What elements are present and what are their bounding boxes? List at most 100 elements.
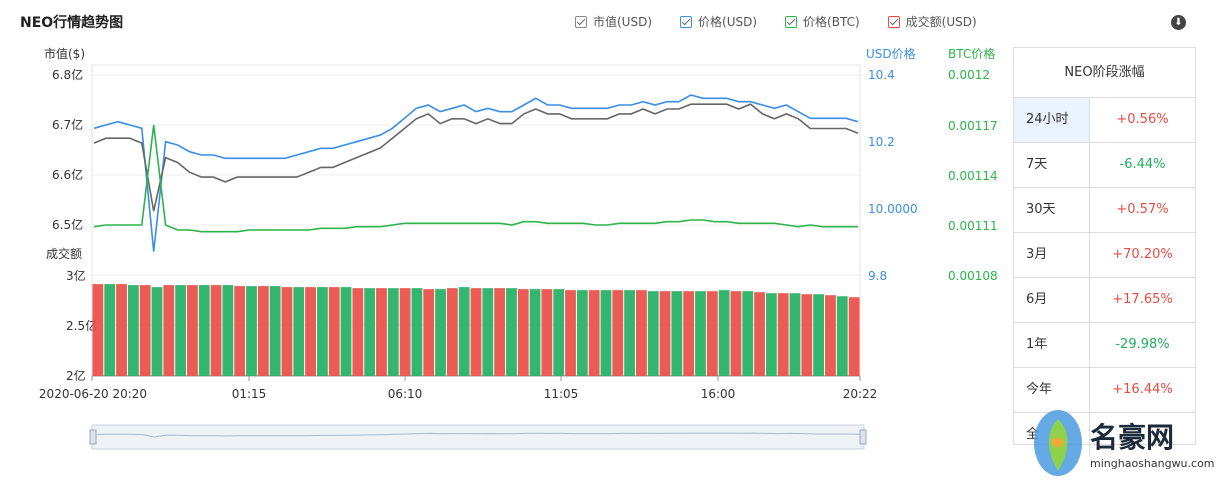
change-row: 7天 -6.44% [1014,143,1195,188]
volume-bar [730,291,742,376]
volume-bar [198,285,210,376]
volume-bar [411,288,423,376]
volume-bar [825,295,836,376]
volume-bar [754,292,765,376]
volume-bar [482,288,494,376]
watermark-brand: 名豪网 [1090,421,1174,454]
volume-bar [659,291,671,376]
btc-tick-label: 0.00117 [948,119,998,133]
change-period: 24小时 [1014,98,1090,142]
x-tick-label: 11:05 [544,387,579,401]
legend-checkbox-icon[interactable] [887,15,900,28]
volume-bar [683,291,695,376]
navigator-handle-left[interactable] [89,429,97,445]
volume-bar [175,285,187,376]
volume-bar [127,285,139,376]
change-table: NEO阶段涨幅 24小时 +0.56% 7天 -6.44% 30天 +0.57% 3月 +70… [1013,47,1196,457]
change-period: 今年 [1014,368,1090,412]
volume-bar [139,285,151,376]
volume-bar [257,286,269,376]
change-period: 7天 [1014,143,1090,187]
watermark-logo: 名豪网 minghaoshangwu.com [1034,410,1215,476]
volume-bar [269,286,281,376]
legend-label: 价格(USD) [698,15,758,29]
left-tick-label: 6.5亿 [52,217,83,232]
left-tick-label: 6.6亿 [52,167,83,182]
volume-bar [281,287,293,376]
x-tick-label: 01:15 [232,387,267,401]
change-row: 3月 +70.20% [1014,233,1195,278]
series-line-market-cap [93,103,859,212]
change-row: 今年 +16.44% [1014,368,1195,413]
legend-label: 市值(USD) [593,15,653,29]
legend-checkbox-icon[interactable] [785,15,798,28]
usd-axis-label: USD价格 [866,46,916,61]
legend-price-usd[interactable]: 价格(USD) [680,13,757,30]
change-period: 1年 [1014,323,1090,367]
volume-bar [116,284,127,376]
volume-bar [565,290,576,376]
change-value: +16.44% [1112,382,1173,397]
x-tick-label: 06:10 [388,387,423,401]
usd-tick-label: 10.0000 [868,202,918,216]
volume-bar [364,288,376,376]
volume-bar [340,287,352,376]
btc-tick-label: 0.0012 [948,68,990,82]
volume-bar [765,293,777,376]
volume-tick-label: 2.5亿 [66,318,97,333]
volume-bar [494,288,506,376]
volume-bar [246,286,257,376]
volume-bar [600,290,612,376]
volume-bar [352,288,364,376]
volume-bar [576,290,588,376]
volume-bar [612,290,624,376]
chart-title: NEO行情趋势图 [20,15,124,31]
volume-bar [541,289,553,376]
volume-bar [316,287,328,376]
volume-bar [506,288,517,376]
x-tick-label: 20:22 [843,387,878,401]
change-table-title: NEO阶段涨幅 [1014,48,1195,98]
change-value: +0.56% [1116,112,1169,127]
change-row: 6月 +17.65% [1014,278,1195,323]
change-value: +17.65% [1112,292,1173,307]
volume-bar [836,296,848,376]
volume-bar [789,293,801,376]
legend-market-cap[interactable]: 市值(USD) [575,13,652,30]
change-value: -6.44% [1119,157,1166,172]
legend-price-btc[interactable]: 价格(BTC) [785,13,860,30]
left-tick-label: 6.8亿 [52,67,83,82]
volume-bar [742,291,754,376]
volume-bar [187,285,198,376]
legend-label: 成交额(USD) [905,15,977,29]
legend-checkbox-icon[interactable] [680,15,693,28]
legend-checkbox-icon[interactable] [575,15,587,28]
volume-tick-label: 3亿 [66,268,86,283]
range-navigator [91,424,865,450]
usd-tick-label: 10.4 [868,68,895,82]
btc-axis-label: BTC价格 [948,46,995,61]
volume-bar [435,289,446,376]
volume-bar [636,290,647,376]
volume-bar [234,286,246,376]
legend-volume[interactable]: 成交额(USD) [887,13,977,30]
change-value: -29.98% [1115,337,1170,352]
left-tick-label: 6.7亿 [52,117,83,132]
volume-bar [222,285,234,376]
download-icon[interactable]: ⬇ [1171,15,1186,30]
navigator-line [93,432,863,438]
usd-tick-label: 10.2 [868,135,895,149]
volume-bar [151,287,163,376]
volume-tick-label: 2亿 [66,368,86,383]
volume-bar [777,293,789,376]
volume-bar [671,291,683,376]
volume-bar [387,288,399,376]
volume-bar [458,287,470,376]
series-line-price-btc [93,124,858,233]
navigator-handle-right[interactable] [859,429,867,445]
volume-axis-label: 成交额 [46,246,82,261]
change-period: 30天 [1014,188,1090,232]
volume-bar [706,291,718,376]
volume-bar [328,287,340,376]
